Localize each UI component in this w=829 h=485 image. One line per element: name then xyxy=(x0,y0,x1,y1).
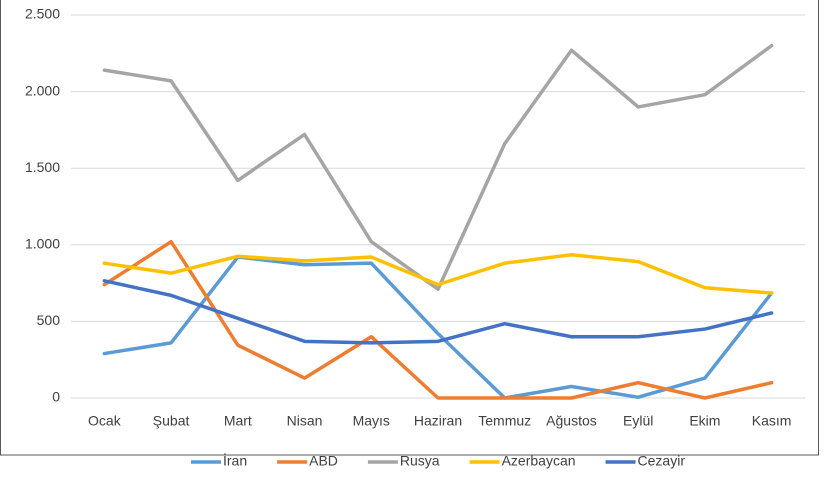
legend-label: Azerbaycan xyxy=(502,453,576,469)
x-tick-label: Ocak xyxy=(88,413,122,429)
x-tick-label: Haziran xyxy=(414,413,462,429)
x-tick-label: Şubat xyxy=(153,413,190,429)
x-tick-label: Mayıs xyxy=(353,413,390,429)
legend-label: ABD xyxy=(309,453,338,469)
y-tick-label: 1.500 xyxy=(25,159,60,175)
series-line xyxy=(102,253,774,295)
x-tick-label: Mart xyxy=(224,413,252,429)
chart-border xyxy=(0,0,819,456)
y-tick-label: 1.000 xyxy=(25,236,60,252)
x-tick-label: Ağustos xyxy=(546,413,597,429)
x-tick-label: Eylül xyxy=(623,413,653,429)
x-tick-label: Kasım xyxy=(752,413,792,429)
series-line xyxy=(102,279,774,345)
x-tick-label: Ekim xyxy=(689,413,720,429)
legend-label: Rusya xyxy=(400,453,440,469)
y-tick-label: 2.000 xyxy=(25,82,60,98)
y-tick-label: 2.500 xyxy=(25,6,60,22)
x-tick-label: Temmuz xyxy=(478,413,531,429)
y-tick-label: 0 xyxy=(52,389,60,405)
series-line xyxy=(102,43,774,291)
x-tick-label: Nisan xyxy=(287,413,323,429)
legend-label: Cezayir xyxy=(638,453,686,469)
y-tick-label: 500 xyxy=(37,312,61,328)
series-line xyxy=(102,255,774,400)
legend-label: İran xyxy=(223,452,247,469)
